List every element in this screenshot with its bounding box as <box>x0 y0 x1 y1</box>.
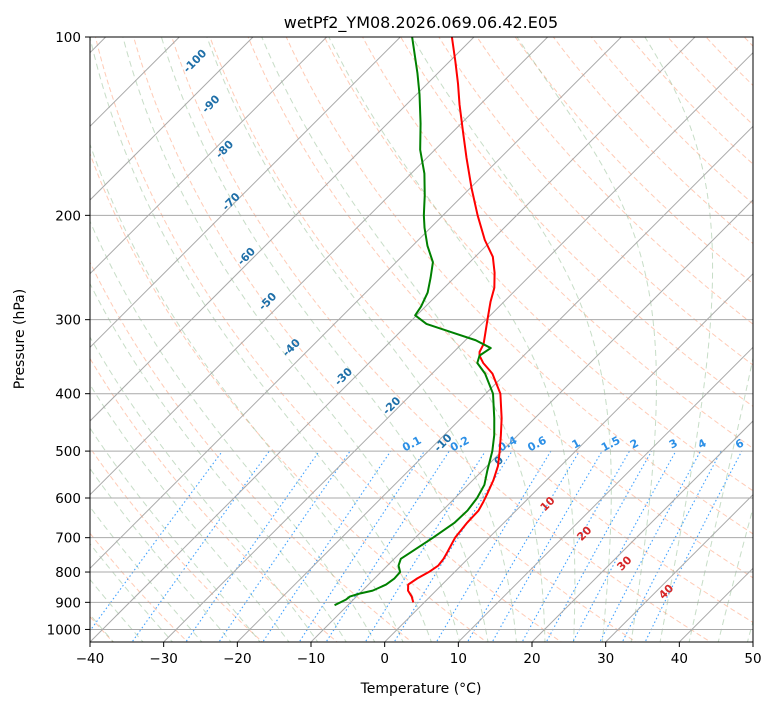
x-tick-label: 20 <box>523 651 540 667</box>
mixing-ratio-line <box>393 450 513 642</box>
y-axis-ticks: 100 200 300 400 500 600 700 800 900 1000 <box>47 30 90 638</box>
isotherm-line <box>90 37 696 642</box>
x-axis-label: Temperature (°C) <box>360 681 482 697</box>
mixing-ratio-lines <box>90 450 743 642</box>
dry-adiabat-line <box>323 37 753 492</box>
plot-area: -100-90-80-70-60-50-40-30-20-10010203040… <box>90 37 753 642</box>
dry-adiabat-line <box>247 37 753 579</box>
mixing-ratio-line <box>466 450 580 642</box>
y-tick-label: 800 <box>55 565 81 581</box>
temperature-line <box>407 37 503 603</box>
mixing-ratio-line <box>298 450 425 642</box>
moist-adiabat-line <box>90 542 174 642</box>
mixing-ratio-line <box>185 450 320 642</box>
moist-adiabat-line <box>90 506 203 642</box>
isotherm-line <box>604 493 753 642</box>
y-tick-label: 700 <box>55 531 81 547</box>
mixing-ratio-line <box>90 450 223 632</box>
x-tick-label: −30 <box>149 651 178 667</box>
y-tick-label: 900 <box>55 595 81 611</box>
mixing-ratio-line <box>621 450 722 642</box>
sounding-series <box>334 37 503 607</box>
moist-adiabat-line <box>90 282 347 642</box>
dry-adiabat-line <box>171 37 712 642</box>
isotherm-line <box>236 125 753 642</box>
y-tick-label: 600 <box>55 491 81 507</box>
isotherm-line <box>90 37 254 201</box>
y-tick-label: 400 <box>55 387 81 403</box>
mixing-ratio-line <box>325 450 450 642</box>
isotherm-line <box>90 37 623 570</box>
y-tick-label: 100 <box>55 30 81 46</box>
dry-adiabat-line <box>438 37 753 366</box>
plot-frame <box>89 36 754 643</box>
x-tick-label: 0 <box>380 651 389 667</box>
y-tick-label: 300 <box>55 313 81 329</box>
moist-adiabat-line <box>90 336 319 642</box>
isotherm-line <box>310 199 753 642</box>
mixing-ratio-line <box>131 450 270 642</box>
x-axis-ticks: −40 −30 −20 −10 0 10 20 30 40 50 <box>76 642 762 667</box>
x-tick-label: −20 <box>223 651 252 667</box>
isotherm-line <box>90 37 475 422</box>
isotherms <box>90 37 753 642</box>
x-tick-label: 30 <box>597 651 614 667</box>
y-tick-label: 1000 <box>47 622 81 638</box>
chart-title: wetPf2_YM08.2026.069.06.42.E05 <box>284 13 558 33</box>
isotherm-line <box>90 37 328 275</box>
mixing-ratio-line <box>599 450 702 642</box>
dry-adiabat-line <box>90 152 488 642</box>
dry-adiabat-line <box>361 37 753 449</box>
moist-adiabat-line <box>90 427 261 642</box>
moist-adiabat-line <box>90 383 290 642</box>
x-tick-label: 10 <box>450 651 467 667</box>
isotherm-line <box>162 51 753 642</box>
y-tick-label: 200 <box>55 208 81 224</box>
isotherm-line <box>90 37 549 496</box>
moist-adiabat-line <box>90 142 404 642</box>
y-tick-label: 500 <box>55 444 81 460</box>
x-tick-label: 50 <box>744 651 761 667</box>
isotherm-line <box>531 420 753 642</box>
x-tick-label: −10 <box>297 651 326 667</box>
x-tick-label: −40 <box>76 651 105 667</box>
isotherm-line <box>383 272 753 642</box>
isotherm-line <box>90 37 402 349</box>
mixing-ratio-line <box>262 450 392 642</box>
mixing-ratio-line <box>218 450 351 642</box>
y-axis-label: Pressure (hPa) <box>12 289 28 389</box>
isotherm-line <box>457 346 753 642</box>
dewpoint-line <box>334 37 496 607</box>
x-tick-label: 40 <box>671 651 688 667</box>
mixing-ratio-line <box>572 450 677 642</box>
